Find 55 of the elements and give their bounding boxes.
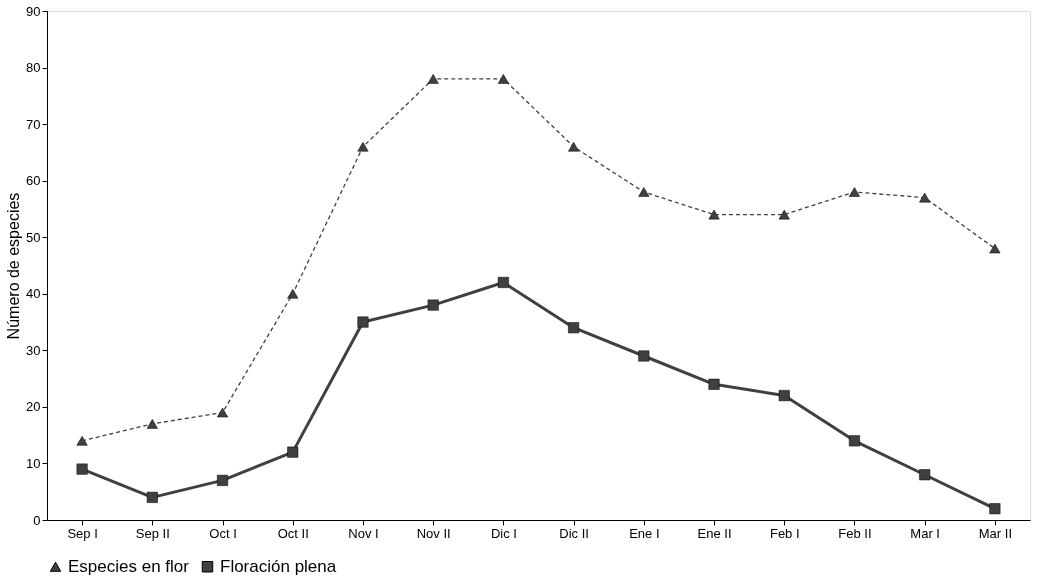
x-tick-label: Ene I	[629, 525, 660, 541]
point	[146, 491, 158, 503]
point	[989, 503, 1001, 515]
x-tick-label: Oct II	[277, 525, 309, 541]
y-tick-label: 10	[26, 455, 41, 471]
point	[497, 74, 509, 84]
y-tick-label: 40	[26, 286, 41, 302]
point	[287, 288, 299, 299]
y-tick-label: 0	[33, 512, 41, 528]
legend-label: Floración plena	[220, 556, 337, 576]
x-tick-label: Dic I	[490, 525, 517, 541]
y-tick-label: 30	[26, 342, 41, 358]
y-tick-label: 80	[26, 60, 41, 76]
point	[848, 187, 860, 197]
x-tick-label: Sep I	[67, 525, 98, 541]
x-tick-label: Sep II	[135, 525, 170, 541]
point	[287, 446, 299, 458]
point	[146, 419, 158, 429]
point	[708, 378, 720, 390]
point	[357, 141, 369, 152]
point	[989, 243, 1001, 254]
point	[76, 463, 88, 475]
x-tick-label: Mar II	[978, 525, 1013, 541]
y-tick-label: 70	[26, 116, 41, 132]
point	[497, 276, 509, 288]
point	[638, 350, 650, 362]
point	[568, 141, 580, 152]
point	[919, 469, 931, 481]
point	[427, 299, 439, 311]
point	[76, 436, 88, 446]
x-tick-label: Nov I	[348, 525, 379, 541]
x-tick-label: Mar I	[910, 525, 940, 541]
x-tick-label: Feb I	[769, 525, 800, 541]
point	[568, 322, 580, 334]
y-axis-title: Número de especies	[5, 192, 23, 340]
point	[848, 435, 860, 447]
y-tick-label: 60	[26, 173, 41, 189]
point	[708, 209, 720, 220]
x-tick-label: Oct I	[209, 525, 237, 541]
point	[778, 209, 790, 220]
point	[217, 474, 229, 486]
x-tick-label: Dic II	[559, 525, 589, 541]
y-tick-label: 50	[26, 229, 41, 245]
point	[217, 407, 229, 418]
x-tick-label: Ene II	[697, 525, 732, 541]
x-tick-label: Feb II	[838, 525, 872, 541]
point	[778, 390, 790, 402]
y-tick-label: 20	[26, 399, 41, 415]
point	[919, 192, 931, 203]
point	[357, 316, 369, 328]
y-tick-label: 90	[26, 3, 41, 19]
point	[638, 187, 650, 197]
x-tick-label: Nov II	[416, 525, 451, 541]
point	[427, 74, 439, 84]
legend-label: Especies en flor	[68, 556, 190, 576]
